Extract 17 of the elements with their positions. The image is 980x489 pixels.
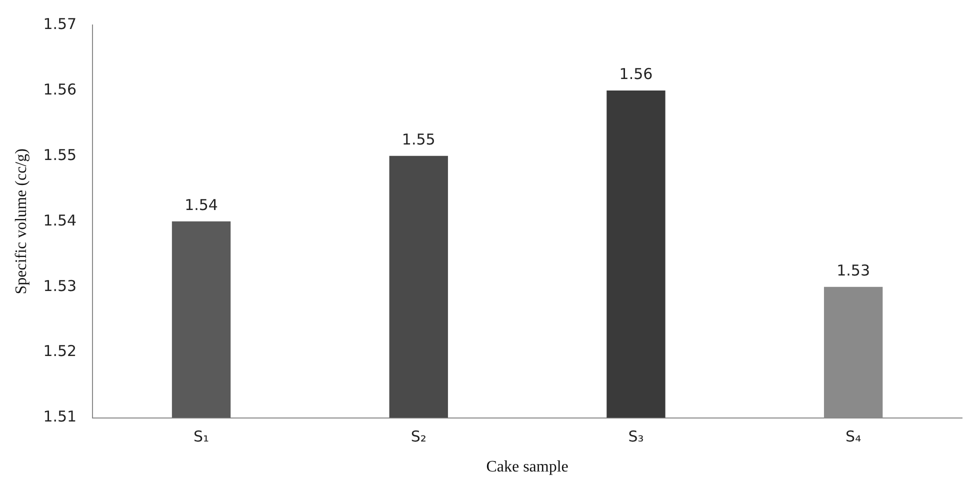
y-axis-title: Specific volume (cc/g): [12, 148, 30, 294]
y-tick-label: 1.57: [43, 14, 77, 33]
y-tick-label: 1.53: [43, 276, 77, 295]
y-tick-label: 1.55: [43, 146, 77, 164]
data-label: 1.55: [402, 130, 436, 148]
data-label: 1.56: [619, 64, 653, 83]
x-tick-label: S₂: [410, 428, 426, 446]
x-axis-title: Cake sample: [486, 458, 568, 476]
y-tick-label: 1.54: [43, 211, 77, 230]
data-label: 1.53: [836, 261, 870, 280]
x-tick-label: S₁: [194, 428, 210, 446]
x-tick-label: S₃: [628, 428, 644, 446]
data-label: 1.54: [184, 196, 218, 214]
y-tick-label: 1.52: [43, 342, 77, 360]
y-tick-label: 1.51: [43, 408, 77, 426]
y-tick-label: 1.56: [43, 80, 77, 98]
x-tick-label: S₄: [846, 428, 862, 446]
